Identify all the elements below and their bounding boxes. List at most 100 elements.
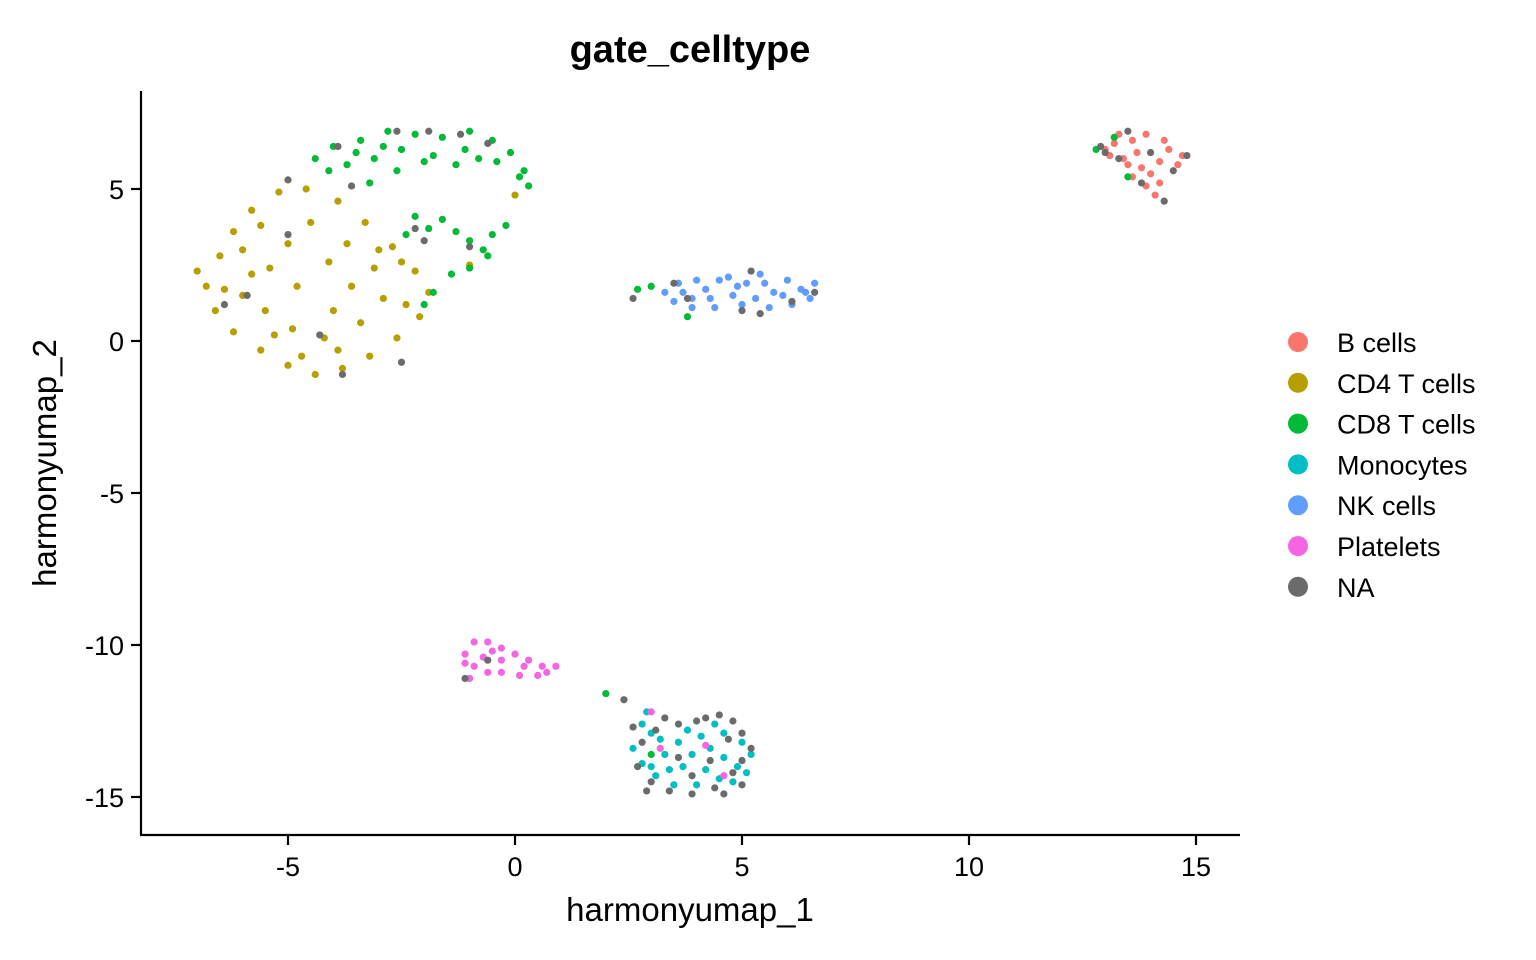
y-tick-label-4: -15 [85, 783, 124, 813]
point-6-34 [484, 656, 492, 664]
point-1-27 [379, 294, 387, 303]
point-1-24 [307, 218, 315, 227]
point-2-8 [506, 148, 515, 157]
point-2-18 [393, 167, 401, 175]
point-6-7 [243, 291, 251, 299]
point-6-54 [724, 735, 732, 743]
point-2-34 [352, 148, 360, 157]
point-6-31 [1101, 148, 1109, 157]
point-4-26 [761, 279, 769, 287]
point-5-5 [525, 656, 533, 664]
point-6-20 [756, 310, 764, 318]
point-2-10 [525, 182, 533, 190]
point-2-25 [479, 246, 487, 254]
point-3-21 [647, 763, 655, 771]
point-0-4 [1160, 136, 1168, 144]
point-0-9 [1174, 161, 1182, 169]
point-1-10 [411, 267, 419, 275]
legend-label-6: NA [1337, 573, 1375, 603]
point-4-0 [661, 288, 669, 296]
x-tick-label-4: 15 [1181, 852, 1211, 882]
point-2-20 [402, 231, 410, 239]
point-3-9 [747, 750, 755, 759]
legend-key-1 [1288, 372, 1308, 393]
point-6-57 [720, 790, 728, 798]
point-6-51 [706, 756, 714, 765]
point-2-4 [411, 130, 419, 138]
point-6-39 [715, 711, 723, 719]
point-5-22 [702, 741, 710, 749]
point-4-17 [688, 303, 696, 312]
point-4-11 [811, 279, 819, 287]
legend-label-4: NK cells [1337, 491, 1436, 521]
point-4-16 [711, 303, 719, 312]
point-3-16 [702, 766, 710, 774]
point-0-15 [1133, 148, 1141, 157]
point-3-0 [638, 720, 646, 728]
point-3-20 [665, 766, 673, 774]
point-1-31 [261, 307, 269, 315]
point-6-55 [638, 738, 646, 746]
point-2-17 [366, 179, 374, 187]
point-1-0 [193, 267, 201, 275]
point-3-12 [697, 732, 705, 740]
point-1-34 [347, 282, 356, 290]
y-axis-label: harmonyumap_2 [26, 339, 63, 587]
point-6-27 [1137, 179, 1146, 187]
point-4-21 [752, 294, 760, 303]
point-2-6 [466, 127, 474, 135]
point-6-38 [693, 717, 701, 725]
legend-label-5: Platelets [1337, 532, 1441, 562]
point-1-9 [388, 243, 397, 251]
point-5-21 [656, 744, 664, 752]
point-6-43 [738, 756, 746, 765]
point-1-42 [239, 246, 247, 254]
point-6-41 [738, 729, 746, 737]
x-tick-label-3: 10 [954, 852, 984, 882]
point-1-1 [202, 282, 210, 290]
point-0-8 [1156, 158, 1164, 166]
x-tick-label-2: 5 [734, 852, 749, 882]
point-4-20 [724, 273, 732, 281]
point-5-6 [538, 662, 546, 670]
point-0-16 [1147, 170, 1155, 178]
point-3-24 [742, 769, 751, 777]
point-1-6 [302, 185, 310, 193]
point-5-12 [470, 662, 478, 670]
point-6-6 [484, 139, 492, 147]
point-2-47 [647, 750, 655, 759]
point-6-1 [347, 182, 356, 190]
point-1-30 [288, 325, 297, 333]
point-0-13 [1110, 139, 1118, 147]
point-6-3 [393, 127, 401, 135]
point-3-26 [711, 720, 719, 728]
point-5-15 [497, 656, 505, 664]
point-6-19 [738, 307, 746, 315]
legend-label-2: CD8 T cells [1337, 410, 1476, 440]
point-1-4 [248, 206, 256, 214]
point-3-8 [733, 763, 742, 771]
x-axis-ticks: -5 0 5 10 15 [276, 835, 1211, 882]
point-4-8 [770, 288, 778, 296]
point-3-10 [738, 738, 746, 746]
point-3-23 [729, 778, 737, 786]
point-6-36 [652, 726, 660, 734]
point-1-47 [511, 191, 519, 199]
point-6-33 [461, 674, 469, 683]
point-4-6 [742, 279, 751, 287]
point-2-30 [429, 288, 437, 296]
point-4-4 [715, 276, 723, 284]
point-2-45 [1124, 173, 1132, 181]
point-2-24 [466, 237, 474, 245]
point-6-23 [811, 288, 819, 296]
point-6-29 [1169, 167, 1177, 175]
point-6-5 [456, 130, 465, 138]
point-5-11 [484, 668, 492, 676]
point-6-60 [620, 696, 628, 704]
point-6-32 [1147, 148, 1155, 157]
point-2-9 [520, 167, 528, 175]
point-1-17 [284, 361, 292, 369]
point-5-1 [470, 638, 478, 646]
point-1-23 [284, 240, 292, 248]
point-2-5 [438, 133, 446, 141]
